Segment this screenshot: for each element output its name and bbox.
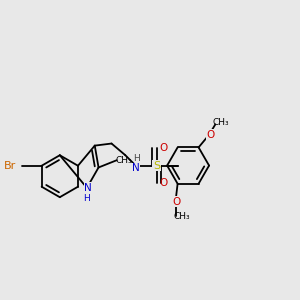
Text: O: O [159,178,167,188]
Text: H: H [133,154,140,163]
Text: N: N [85,183,92,193]
Text: CH₃: CH₃ [116,156,132,165]
Text: S: S [153,160,160,171]
Text: N: N [132,164,140,173]
Text: O: O [159,143,167,153]
Text: O: O [173,196,181,206]
Text: Br: Br [4,161,16,171]
Text: CH₃: CH₃ [173,212,190,221]
Text: CH₃: CH₃ [213,118,230,127]
Text: H: H [83,194,90,203]
Text: O: O [206,130,215,140]
